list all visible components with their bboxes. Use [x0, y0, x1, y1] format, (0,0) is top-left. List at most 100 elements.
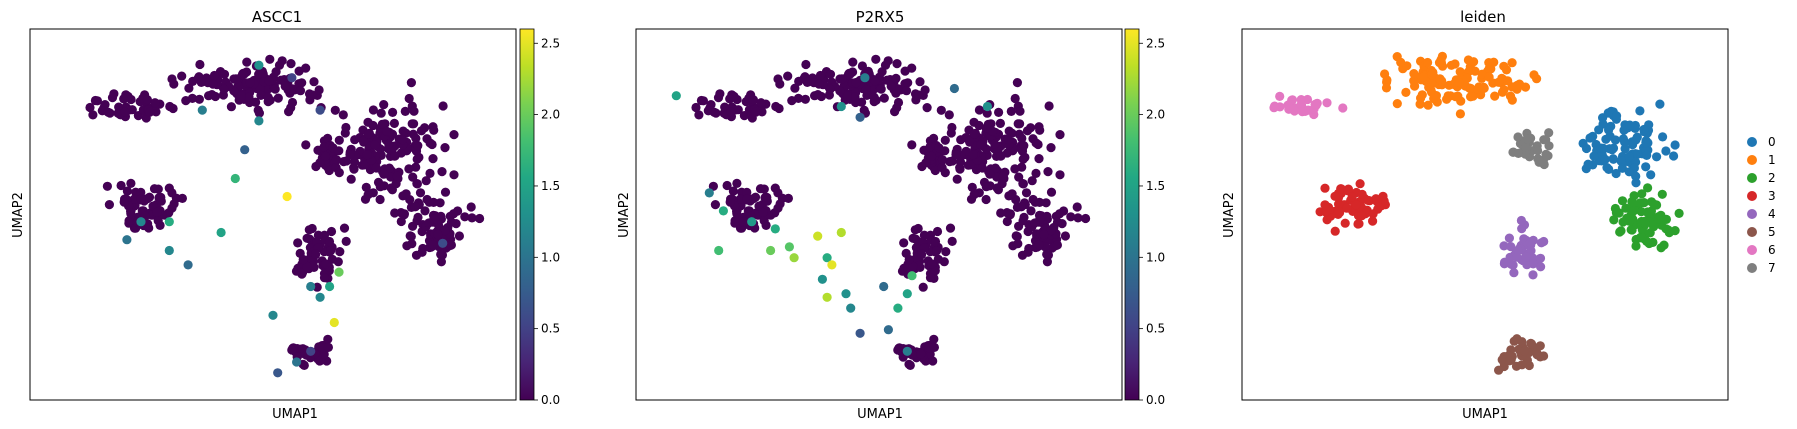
data-point — [1015, 119, 1025, 129]
cluster-3-point — [1357, 211, 1367, 221]
data-point — [310, 249, 321, 259]
data-point — [167, 74, 177, 84]
data-point — [848, 57, 858, 67]
cluster-0-point — [1616, 156, 1626, 166]
cluster-2-point — [1609, 215, 1619, 225]
data-point — [440, 187, 451, 197]
data-point — [918, 282, 928, 292]
data-point — [916, 249, 927, 259]
cluster-1-point — [1529, 70, 1539, 80]
cluster-7-point — [1544, 128, 1554, 138]
data-point — [1066, 212, 1076, 222]
data-point — [440, 225, 450, 236]
cluster-1-point — [1512, 84, 1522, 94]
cluster-2-point — [1621, 203, 1631, 213]
cluster-3-point — [1363, 195, 1373, 205]
data-point — [1042, 257, 1052, 267]
data-point — [908, 261, 918, 271]
panel-ascc1: ASCC1 UMAP1 UMAP2 0.0 0.5 1.0 1.5 2.0 2.5 — [11, 8, 560, 422]
data-point — [1023, 247, 1033, 257]
cluster-7-point — [1539, 159, 1549, 170]
cluster-6-point — [1338, 103, 1348, 113]
data-point — [126, 178, 136, 188]
data-point — [1034, 154, 1044, 164]
cluster-3-point — [1340, 218, 1350, 228]
data-point — [409, 106, 419, 116]
cluster-0-point — [1604, 125, 1614, 135]
data-point — [941, 247, 951, 257]
data-point — [245, 77, 255, 88]
data-point — [302, 233, 312, 243]
data-point-expressed — [183, 260, 193, 270]
data-point — [440, 143, 450, 153]
y-axis-label-p2rx5: UMAP2 — [617, 192, 632, 238]
data-point — [327, 254, 337, 264]
cluster-1-point — [1507, 58, 1517, 68]
data-point — [263, 92, 273, 102]
cluster-2-point — [1640, 216, 1650, 226]
data-point — [891, 73, 901, 83]
data-point — [454, 231, 464, 241]
cluster-0-point — [1652, 152, 1662, 162]
data-point — [319, 273, 330, 283]
data-point — [1017, 133, 1027, 143]
data-point — [375, 182, 385, 192]
data-point — [913, 223, 923, 234]
data-point — [265, 54, 275, 64]
data-point — [787, 96, 797, 106]
cluster-4-point — [1521, 252, 1531, 262]
plot-frame-p2rx5 — [635, 28, 1123, 401]
data-point-expressed — [334, 267, 344, 277]
data-point — [1022, 126, 1033, 136]
data-point — [981, 182, 991, 192]
cluster-4-point — [1528, 270, 1538, 280]
data-point — [406, 231, 416, 242]
cluster-1-point — [1428, 67, 1438, 78]
data-point-expressed — [846, 303, 856, 313]
data-point-expressed — [230, 173, 240, 184]
data-point-expressed — [902, 346, 912, 356]
data-point — [460, 212, 470, 222]
legend-label-7: 7 — [1768, 261, 1776, 275]
cluster-1-point — [1450, 59, 1460, 69]
cluster-1-point — [1477, 69, 1487, 79]
data-point-expressed — [268, 310, 278, 320]
cluster-1-point — [1409, 69, 1419, 79]
data-point — [408, 172, 418, 182]
data-point — [120, 107, 130, 117]
data-point — [771, 101, 781, 112]
data-point — [298, 254, 308, 265]
legend-label-6: 6 — [1768, 243, 1776, 257]
data-point — [920, 85, 930, 95]
data-point — [429, 125, 439, 135]
cluster-2-point — [1654, 214, 1664, 224]
cluster-2-point — [1664, 228, 1674, 238]
cluster-3-point — [1342, 203, 1352, 213]
cluster-0-point — [1612, 111, 1622, 121]
cluster-0-point — [1635, 106, 1645, 116]
data-point — [109, 89, 119, 99]
data-point-expressed — [770, 224, 780, 234]
data-point — [990, 139, 1000, 149]
data-point — [389, 118, 399, 128]
cluster-3-point — [1320, 183, 1330, 193]
cluster-2-point — [1637, 233, 1647, 243]
data-point — [926, 151, 937, 161]
data-point — [915, 77, 925, 87]
cluster-1-point — [1435, 74, 1445, 84]
data-point — [773, 74, 783, 84]
data-point — [328, 143, 338, 153]
data-point — [362, 150, 372, 160]
cluster-0-point — [1585, 133, 1595, 143]
data-point — [219, 69, 230, 79]
data-point — [814, 79, 824, 89]
data-point — [125, 216, 136, 226]
data-point — [361, 182, 371, 192]
data-point-expressed — [325, 281, 335, 292]
data-point — [994, 107, 1004, 117]
colorbar-ascc1: 0.0 0.5 1.0 1.5 2.0 2.5 — [519, 28, 560, 407]
data-point — [1007, 189, 1017, 199]
data-point — [1008, 241, 1018, 251]
cluster-2-point — [1674, 208, 1684, 218]
